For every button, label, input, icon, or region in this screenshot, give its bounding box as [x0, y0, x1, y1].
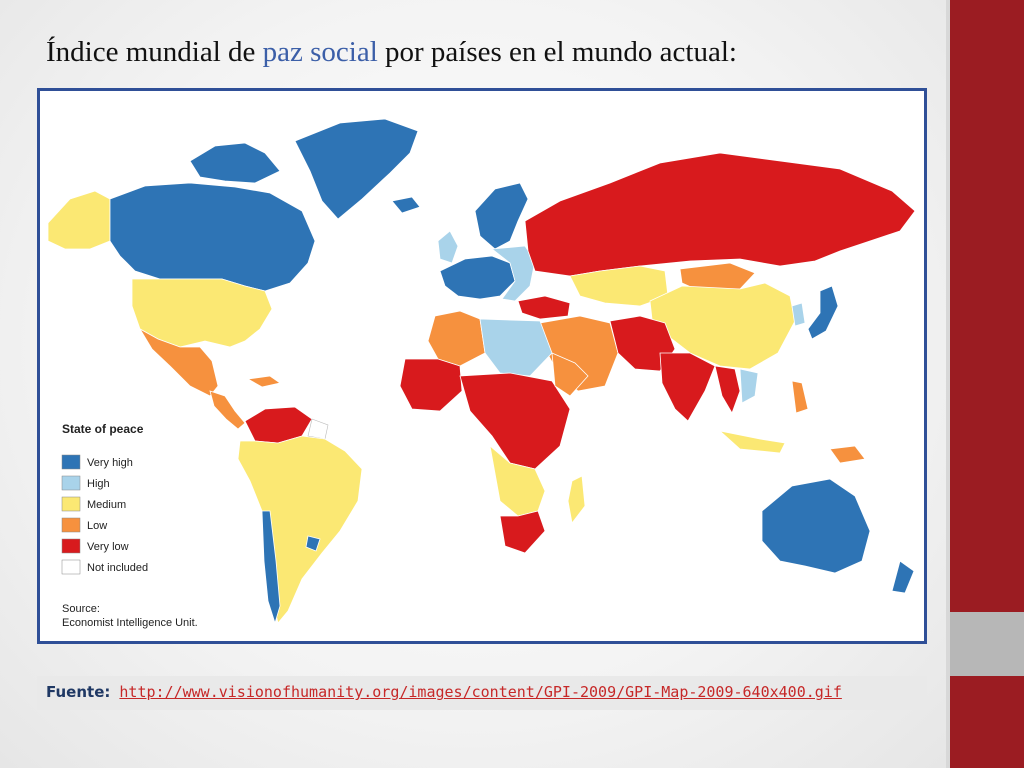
legend-swatch [61, 517, 81, 533]
legend-swatch [61, 454, 81, 470]
title-text-end: por países en el mundo actual: [377, 36, 737, 68]
map-legend: State of peace Very high High Medium Low… [61, 422, 198, 629]
footer-source-link[interactable]: http://www.visionofhumanity.org/images/c… [119, 683, 842, 701]
sidebar-divider [946, 0, 950, 768]
legend-item-low: Low [61, 517, 107, 533]
legend-swatch [61, 559, 81, 575]
sidebar-red-top [950, 0, 1024, 612]
region-north-africa-west [427, 310, 486, 367]
region-guianas [307, 418, 329, 440]
region-papua [829, 445, 866, 464]
sidebar-red-bottom [950, 676, 1024, 768]
region-south-africa [499, 510, 546, 554]
region-east-africa [551, 352, 589, 397]
legend-swatch [61, 538, 81, 554]
world-peace-map: State of peace Very high High Medium Low… [47, 118, 916, 629]
region-central-america [209, 390, 246, 430]
region-australia [761, 478, 871, 574]
region-indonesia [718, 430, 786, 454]
legend-label: Low [87, 520, 107, 532]
region-west-africa [399, 358, 463, 412]
region-chile [261, 510, 281, 625]
region-indochina [739, 368, 759, 404]
footer-source: Fuente: http://www.visionofhumanity.org/… [37, 676, 927, 710]
region-canada [109, 182, 316, 292]
region-japan [807, 285, 839, 340]
region-western-europe [439, 255, 516, 300]
region-philippines [791, 380, 809, 414]
region-iceland [391, 196, 421, 214]
region-central-africa [459, 372, 571, 470]
region-greenland [294, 118, 419, 220]
legend-item-very-low: Very low [61, 538, 129, 554]
region-korea [791, 302, 806, 327]
region-turkey [517, 295, 571, 320]
region-caribbean [246, 375, 281, 388]
legend-label: High [87, 478, 110, 490]
map-source-label: Source: [62, 603, 100, 615]
legend-label: Medium [87, 499, 126, 511]
slide-title: Índice mundial de paz social por países … [46, 36, 926, 69]
region-uk-ireland [437, 230, 459, 264]
legend-item-high: High [61, 475, 110, 491]
region-russia [524, 152, 916, 277]
legend-item-medium: Medium [61, 496, 126, 512]
sidebar-gray-block [950, 612, 1024, 676]
region-uruguay [305, 535, 321, 552]
region-madagascar [567, 475, 586, 524]
region-alaska [47, 190, 111, 250]
region-southeast-asia [714, 365, 741, 414]
region-scandinavia [474, 182, 529, 250]
region-new-zealand [891, 560, 915, 594]
region-north-africa-east [479, 318, 553, 377]
legend-swatch [61, 496, 81, 512]
region-south-america [237, 435, 363, 624]
region-arctic-islands [189, 142, 281, 184]
legend-swatch [61, 475, 81, 491]
world-map-frame: State of peace Very high High Medium Low… [37, 88, 927, 644]
legend-item-not-included: Not included [61, 559, 148, 575]
legend-label: Very high [87, 457, 133, 469]
legend-item-very-high: Very high [61, 454, 133, 470]
legend-title: State of peace [62, 422, 144, 436]
region-mexico [138, 327, 219, 397]
title-accent-text: paz social [262, 36, 378, 68]
region-southern-africa [489, 444, 546, 517]
legend-label: Not included [87, 562, 148, 574]
title-text-start: Índice mundial de [46, 36, 263, 68]
region-india [659, 352, 716, 422]
map-source-text: Economist Intelligence Unit. [62, 617, 198, 629]
legend-label: Very low [87, 541, 129, 553]
footer-label: Fuente: [46, 683, 111, 701]
